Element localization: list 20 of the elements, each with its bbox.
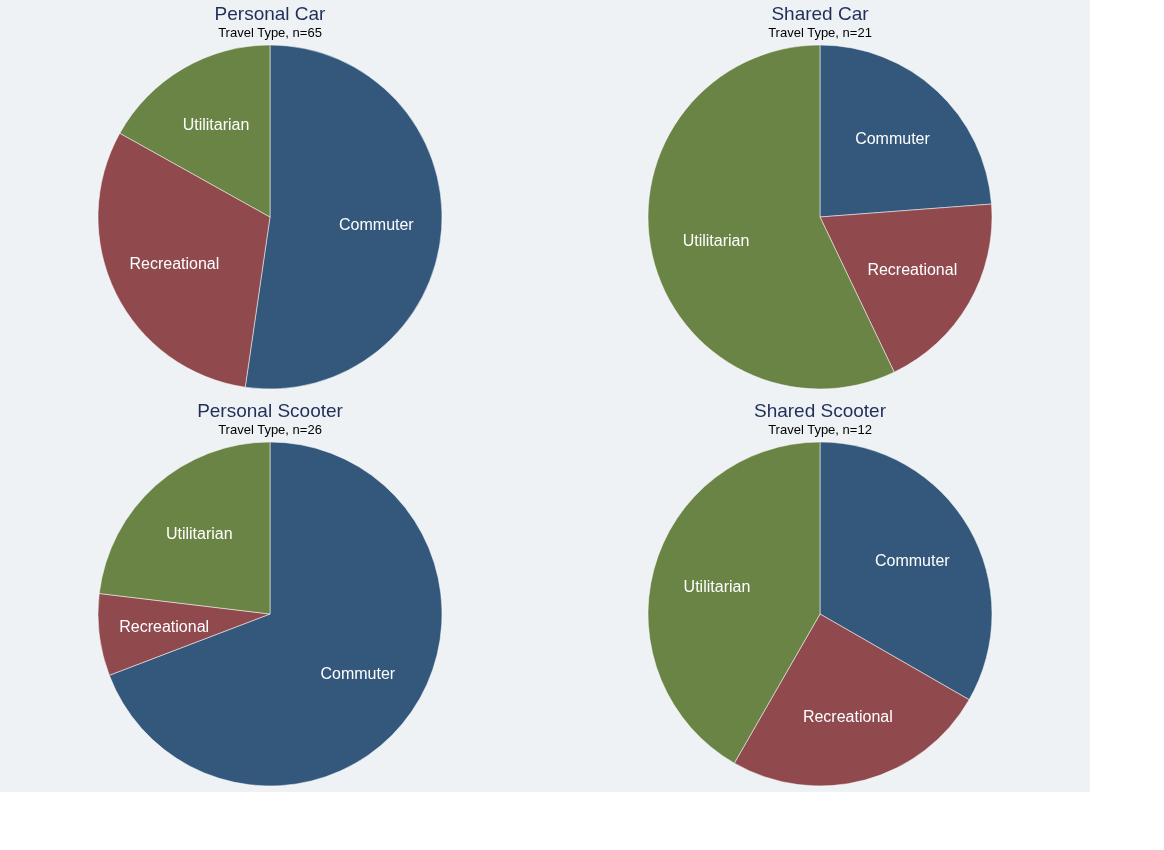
slice-label: Recreational: [129, 255, 220, 273]
slice-label: Recreational: [119, 618, 210, 636]
chart-subtitle: Travel Type, n=21: [768, 25, 872, 40]
chart-subtitle: Travel Type, n=65: [218, 25, 322, 40]
slice-label: Utilitarian: [165, 525, 233, 543]
slice-label: Utilitarian: [182, 116, 250, 134]
slice-label: Utilitarian: [683, 577, 751, 595]
chart-subtitle: Travel Type, n=12: [768, 422, 872, 437]
slice-label: Commuter: [320, 665, 396, 683]
slice-label: Recreational: [802, 707, 893, 725]
chart-title: Shared Scooter: [753, 400, 887, 421]
slice-label: Recreational: [867, 261, 958, 279]
slice-label: Commuter: [855, 129, 931, 147]
slice-label: Utilitarian: [682, 231, 750, 249]
chart-title: Shared Car: [771, 3, 870, 24]
chart-title: Personal Scooter: [197, 400, 344, 421]
slice-label: Commuter: [339, 215, 415, 233]
chart-subtitle: Travel Type, n=26: [218, 422, 322, 437]
chart-title: Personal Car: [214, 3, 327, 24]
slice-label: Commuter: [874, 551, 951, 569]
